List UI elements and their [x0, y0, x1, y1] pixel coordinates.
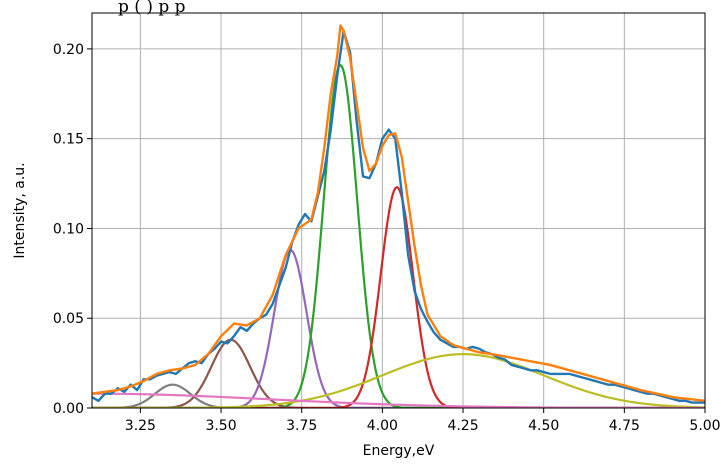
component-peak-line	[92, 353, 705, 408]
x-tick-label: 4.75	[609, 418, 640, 434]
y-tick-label: 0.15	[53, 132, 84, 148]
x-axis-ticks: 3.25 3.50 3.75 4.00 4.25 4.50 4.75 5.00	[125, 408, 721, 434]
component-peaks	[92, 63, 705, 408]
component-peak-line	[92, 185, 705, 408]
x-tick-label: 3.25	[125, 418, 156, 434]
y-axis-label: Intensity, a.u.	[12, 162, 28, 258]
y-tick-label: 0.20	[53, 42, 84, 58]
component-peak-line	[92, 63, 705, 408]
plot-frame	[91, 12, 706, 409]
caption-fragment: p ( ) p p	[118, 0, 186, 17]
component-peak-line	[92, 392, 705, 408]
x-tick-label: 4.50	[528, 418, 559, 434]
y-tick-label: 0.10	[53, 221, 84, 237]
fit-sum-series-line	[92, 24, 705, 403]
x-tick-label: 5.00	[689, 418, 720, 434]
y-axis-ticks: 0.00 0.05 0.10 0.15 0.20	[53, 42, 92, 417]
x-tick-label: 4.25	[447, 418, 478, 434]
x-tick-label: 4.00	[367, 418, 398, 434]
grid	[92, 13, 706, 409]
x-axis-label: Energy,eV	[363, 443, 435, 459]
y-tick-label: 0.05	[53, 311, 84, 327]
x-tick-label: 3.50	[205, 418, 236, 434]
measured-and-fit-series	[92, 24, 705, 404]
measured-series-line	[92, 29, 705, 404]
y-tick-label: 0.00	[53, 401, 84, 417]
x-tick-label: 3.75	[286, 418, 317, 434]
